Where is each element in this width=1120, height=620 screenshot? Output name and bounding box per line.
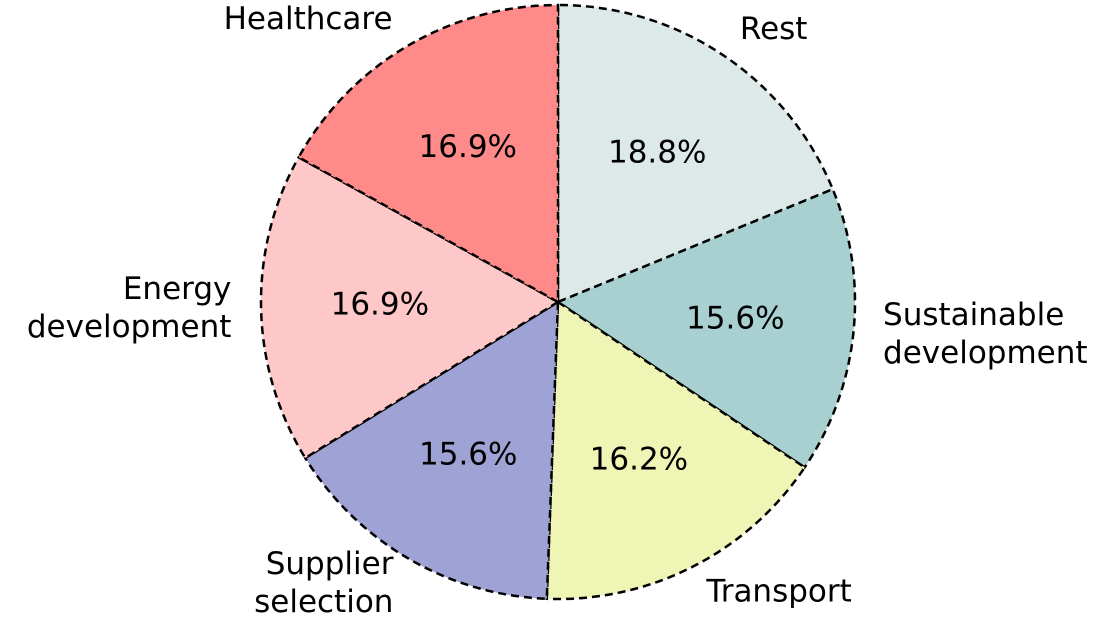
slice-label: Supplier selection xyxy=(254,546,394,620)
slice-label: Rest xyxy=(740,11,808,47)
slice-label: Sustainable development xyxy=(883,296,1088,370)
slice-label: Energy development xyxy=(27,271,232,345)
pie-slice xyxy=(555,187,857,470)
pie-slice xyxy=(303,299,560,601)
pie-slice xyxy=(556,3,835,304)
value-label: 16.9% xyxy=(331,286,429,322)
value-label: 16.2% xyxy=(590,441,688,477)
value-label: 16.9% xyxy=(419,129,517,165)
pie-slice xyxy=(259,155,561,460)
slice-label: Transport xyxy=(705,574,851,610)
slice-label: Healthcare xyxy=(224,1,393,37)
pie-slice xyxy=(296,3,560,305)
value-label: 15.6% xyxy=(419,436,517,472)
value-label: 15.6% xyxy=(686,300,784,336)
value-label: 18.8% xyxy=(608,134,706,170)
pie-slice xyxy=(545,299,807,601)
